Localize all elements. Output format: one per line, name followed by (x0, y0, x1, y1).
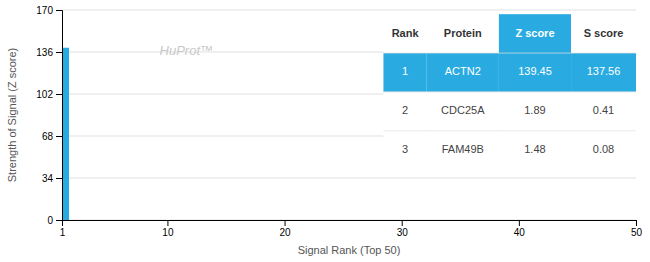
y-tick-mark (56, 220, 62, 221)
table-cell (427, 14, 499, 53)
table-cell (383, 53, 426, 92)
x-tick-label: 10 (162, 227, 174, 238)
table-header: S score (584, 27, 624, 39)
table-divider (383, 130, 636, 131)
y-tick: 34 (42, 173, 62, 184)
table-cell (383, 92, 426, 131)
table-cell (427, 92, 499, 131)
grid-line (62, 10, 636, 11)
x-tick: 50 (631, 220, 643, 238)
table-text: 0.41 (593, 104, 614, 116)
y-tick-label: 0 (47, 215, 53, 226)
table-text: 137.56 (587, 65, 621, 77)
y-axis: 0 34 68 102 136 170 (36, 5, 62, 226)
table-header: Rank (392, 27, 420, 39)
y-tick-mark (56, 94, 62, 95)
x-tick-mark (167, 220, 168, 226)
y-tick: 102 (36, 89, 62, 100)
table-cell (383, 14, 426, 53)
y-tick-mark (56, 52, 62, 53)
plot: 1 10 20 30 40 50 0 34 68 102 136 170 HuProt™ Rank Prot… (36, 5, 642, 238)
bars (62, 48, 69, 220)
x-tick-label: 50 (631, 227, 643, 238)
x-axis-title: Signal Rank (Top 50) (298, 244, 401, 256)
y-tick: 0 (47, 215, 62, 226)
x-tick-mark (636, 220, 637, 226)
table-divider (383, 53, 636, 54)
y-tick-mark (56, 136, 62, 137)
y-tick: 170 (36, 5, 62, 16)
bar (62, 48, 69, 220)
x-tick-label: 40 (514, 227, 526, 238)
y-tick-mark (56, 178, 62, 179)
table-cell (571, 92, 636, 131)
table-cell (571, 14, 636, 53)
chart: 1 10 20 30 40 50 0 34 68 102 136 170 HuProt™ Rank Prot… (0, 0, 650, 262)
table-text: 0.08 (593, 143, 614, 155)
annotation: HuProt™ (160, 43, 213, 58)
x-tick: 30 (397, 220, 409, 238)
table-text: 1.48 (524, 143, 545, 155)
table-cell (383, 131, 426, 170)
table-header: Z score (515, 27, 554, 39)
table-text: 2 (402, 104, 408, 116)
table-cell (571, 131, 636, 170)
table-cell (499, 53, 571, 92)
table-text: ACTN2 (445, 65, 481, 77)
table-text: 139.45 (518, 65, 552, 77)
x-tick-mark (519, 220, 520, 226)
y-tick-label: 136 (36, 47, 53, 58)
y-tick: 136 (36, 47, 62, 58)
table-header: Protein (444, 27, 482, 39)
table-text: FAM49B (442, 143, 484, 155)
grid (62, 10, 636, 220)
table-text: 3 (402, 143, 408, 155)
x-tick: 10 (162, 220, 174, 238)
table-text: 1 (402, 65, 408, 77)
x-tick-mark (402, 220, 403, 226)
y-axis-line (56, 11, 63, 221)
x-tick-label: 30 (397, 227, 409, 238)
x-tick: 1 (60, 220, 66, 238)
y-tick-label: 102 (36, 89, 53, 100)
y-tick-label: 34 (42, 173, 54, 184)
y-tick: 68 (42, 131, 62, 142)
x-axis-line (63, 221, 637, 227)
y-tick-label: 170 (36, 5, 53, 16)
y-axis-title: Strength of Signal (Z score) (6, 48, 18, 183)
table-cell (571, 53, 636, 92)
table-divider (383, 91, 636, 92)
table-cell (427, 53, 499, 92)
x-tick-label: 20 (280, 227, 292, 238)
table-cell (499, 14, 571, 53)
y-tick-mark (56, 10, 62, 11)
table-cell (499, 92, 571, 131)
x-tick-mark (285, 220, 286, 226)
table-text: CDC25A (441, 104, 485, 116)
table-cell (427, 131, 499, 170)
x-tick: 20 (280, 220, 292, 238)
x-tick: 40 (514, 220, 526, 238)
table: Rank Protein Z score S score 1 ACTN2 139.45 137… (383, 14, 636, 169)
y-tick-label: 68 (42, 131, 54, 142)
table-text: 1.89 (524, 104, 545, 116)
table-cell (499, 131, 571, 170)
grid-line (62, 178, 636, 179)
x-axis: 1 10 20 30 40 50 (60, 220, 643, 238)
x-tick-label: 1 (60, 227, 66, 238)
